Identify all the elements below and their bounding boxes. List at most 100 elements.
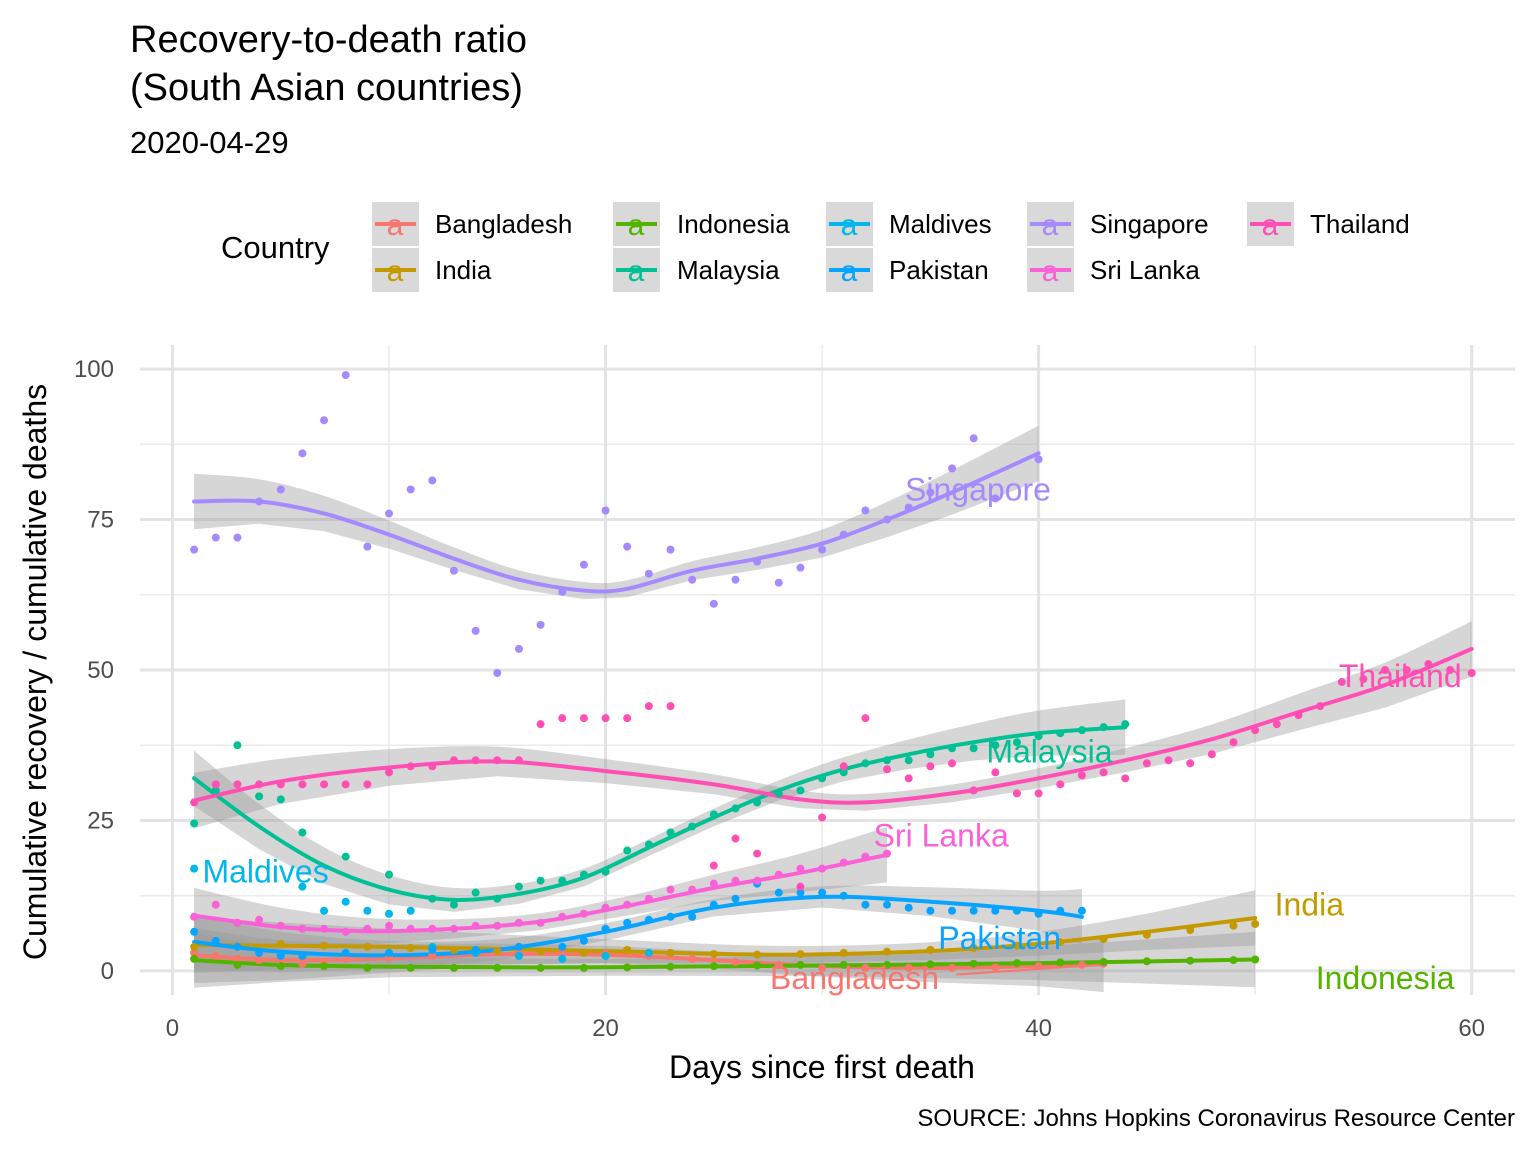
point-pakistan [1077, 906, 1086, 915]
label-pakistan: Pakistan [938, 920, 1061, 956]
point-indonesia [536, 963, 545, 972]
point-sri-lanka [644, 894, 653, 903]
confidence-band-malaysia [194, 699, 1126, 912]
point-singapore [818, 545, 827, 554]
point-malaysia [904, 756, 913, 765]
point-thailand [449, 756, 458, 765]
point-pakistan [991, 906, 1000, 915]
point-thailand [1381, 666, 1390, 674]
point-sri-lanka [320, 924, 329, 933]
point-malaysia [1077, 726, 1086, 735]
point-malaysia [991, 741, 1000, 750]
point-thailand [709, 861, 718, 870]
point-singapore [341, 371, 350, 380]
point-thailand [1402, 666, 1411, 674]
chart-title-line2: (South Asian countries) [130, 67, 523, 109]
legend-label-indonesia: Indonesia [677, 209, 790, 239]
point-singapore [883, 515, 892, 524]
point-thailand [1229, 738, 1238, 747]
point-sri-lanka [211, 900, 220, 909]
point-malaysia [1121, 720, 1130, 729]
point-thailand [818, 813, 827, 822]
point-thailand [298, 780, 307, 789]
point-thailand [1077, 771, 1086, 780]
point-singapore [623, 542, 632, 551]
point-thailand [1424, 659, 1433, 668]
point-singapore [753, 557, 762, 566]
point-singapore [731, 575, 740, 584]
point-maldives [298, 882, 307, 891]
point-thailand [536, 720, 545, 729]
point-malaysia [579, 870, 588, 879]
legend: Country a Bangladesh a India a Indonesia a Mala… [221, 202, 1410, 292]
point-malaysia [428, 894, 437, 903]
point-indonesia [1099, 957, 1108, 966]
y-tick-label: 100 [74, 356, 114, 383]
point-indonesia [709, 962, 718, 971]
y-axis-ticks: 0 25 50 75 100 [74, 356, 114, 985]
label-sri-lanka: Sri Lanka [874, 818, 1009, 854]
confidence-band-thailand [194, 621, 1472, 829]
point-thailand [883, 765, 892, 774]
point-malaysia [644, 840, 653, 849]
point-sri-lanka [731, 876, 740, 885]
point-pakistan [233, 942, 242, 951]
point-thailand [753, 849, 762, 858]
point-bangladesh [298, 959, 307, 968]
point-thailand [1099, 768, 1108, 777]
point-sri-lanka [471, 921, 480, 930]
legend-key-glyph-sri-lanka: a [1042, 255, 1059, 288]
legend-key-glyph-pakistan: a [841, 255, 858, 288]
label-india: India [1275, 887, 1345, 923]
point-indonesia [926, 960, 935, 969]
point-thailand [255, 780, 264, 789]
point-singapore [190, 545, 199, 554]
point-malaysia [948, 744, 957, 753]
point-singapore [363, 542, 372, 551]
point-sri-lanka [601, 903, 610, 912]
point-india [1186, 926, 1195, 934]
point-pakistan [644, 915, 653, 924]
point-malaysia [601, 867, 610, 876]
point-singapore [514, 644, 523, 653]
point-indonesia [666, 962, 675, 971]
point-malaysia [1012, 738, 1021, 747]
point-singapore [948, 464, 957, 473]
point-malaysia [731, 804, 740, 813]
data-points [190, 371, 1476, 972]
point-maldives [363, 906, 372, 915]
point-india [493, 947, 502, 956]
point-sri-lanka [818, 864, 827, 873]
point-malaysia [861, 759, 870, 768]
x-tick-label: 40 [1025, 1015, 1052, 1042]
point-thailand [341, 780, 350, 789]
point-india [623, 945, 632, 954]
point-sri-lanka [406, 924, 415, 933]
point-india [796, 950, 805, 959]
point-thailand [493, 756, 502, 765]
point-thailand [1251, 726, 1260, 735]
point-malaysia [385, 870, 394, 879]
x-axis-title: Days since first death [669, 1049, 975, 1085]
point-maldives [558, 954, 567, 963]
point-pakistan [796, 888, 805, 897]
point-malaysia [688, 822, 697, 831]
plot-grid [140, 345, 1515, 995]
point-singapore [428, 476, 437, 485]
point-india [406, 944, 415, 953]
point-pakistan [818, 888, 827, 897]
point-singapore [796, 563, 805, 572]
point-thailand [276, 780, 285, 789]
point-india [363, 942, 372, 951]
point-malaysia [1034, 732, 1043, 741]
point-pakistan [709, 900, 718, 909]
point-pakistan [883, 900, 892, 909]
point-singapore [255, 497, 264, 506]
legend-label-sri-lanka: Sri Lanka [1090, 255, 1200, 285]
point-singapore [709, 599, 718, 608]
point-pakistan [948, 906, 957, 915]
point-singapore [233, 533, 242, 542]
point-thailand [579, 714, 588, 723]
point-sri-lanka [796, 864, 805, 873]
label-malaysia: Malaysia [986, 733, 1112, 769]
